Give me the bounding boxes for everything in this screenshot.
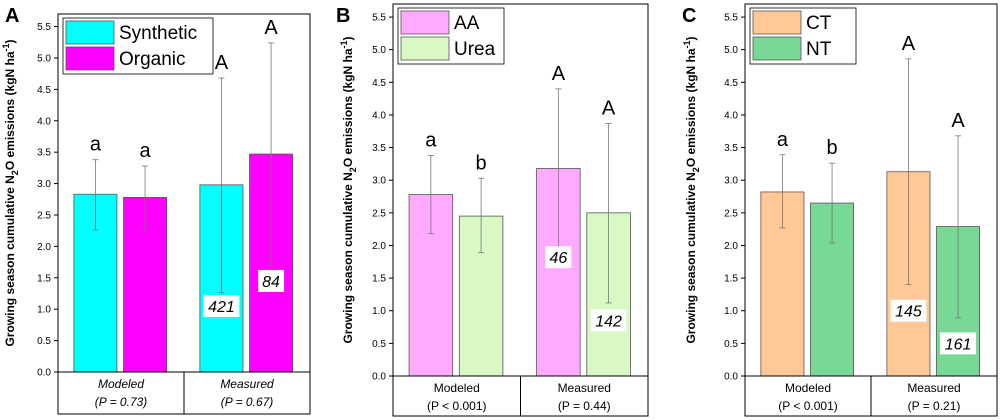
y-tick-label: 1.0	[37, 305, 51, 316]
category-label: Modeled	[98, 377, 144, 391]
y-tick-label: 2.0	[724, 241, 738, 252]
y-tick-label: 1.5	[37, 273, 51, 284]
significance-letter: A	[602, 97, 616, 119]
y-tick-label: 5.5	[372, 13, 386, 24]
sample-size-box	[590, 309, 627, 332]
y-tick-label: 4.0	[724, 110, 738, 121]
significance-letter: A	[552, 63, 566, 85]
legend-swatch	[65, 20, 115, 45]
category-p-value: (P = 0.21)	[908, 399, 961, 413]
chart-panel-b: B 0.0 0.5 1.0 1.5 2.0 2.5 3.0 3.5 4.0 4.5 5.0 5.5 Gro…	[336, 3, 649, 417]
category-label: Measured	[558, 381, 611, 395]
legend-entry: Organic	[119, 49, 186, 70]
y-tick-label: 1.5	[724, 274, 738, 285]
category-p-value: (P = 0.44)	[558, 399, 611, 413]
category-label: Measured	[220, 377, 274, 391]
significance-letter: A	[951, 110, 965, 132]
sample-size-label: 145	[895, 304, 922, 321]
category-p-value: (P = 0.73)	[95, 395, 148, 409]
sample-size-label: 161	[945, 336, 972, 353]
sample-size-box	[258, 269, 285, 292]
sample-size-box	[890, 299, 927, 322]
category-label: Measured	[907, 381, 960, 395]
y-tick-label: 5.0	[724, 45, 738, 56]
sample-size-box	[545, 246, 572, 269]
y-axis-label: Growing season cumulative N2O emissions …	[682, 36, 701, 343]
legend-entry: Synthetic	[119, 23, 197, 44]
y-tick-label: 4.0	[37, 116, 51, 127]
y-tick-label: 1.5	[372, 274, 386, 285]
y-tick-label: 4.0	[372, 110, 386, 121]
y-tick-label: 2.0	[37, 242, 51, 253]
legend-swatch	[752, 10, 802, 35]
legend-entry: AA	[454, 13, 480, 34]
y-tick-label: 0.0	[37, 368, 51, 379]
category-p-value: (P = 0.67)	[221, 395, 274, 409]
significance-letter: a	[777, 129, 789, 151]
sample-size-box	[940, 332, 977, 355]
panel-letter: B	[336, 5, 350, 27]
significance-letter: a	[90, 134, 102, 156]
y-tick-label: 3.5	[372, 143, 386, 154]
y-tick-label: 2.5	[37, 210, 51, 221]
y-tick-label: 2.0	[372, 241, 386, 252]
legend-swatch	[400, 10, 450, 35]
significance-letter: A	[264, 17, 278, 39]
legend-entry: Urea	[454, 39, 496, 60]
legend-swatch	[752, 36, 802, 61]
sample-size-label: 421	[208, 299, 235, 316]
sample-size-label: 142	[595, 314, 622, 331]
panel-letter: C	[682, 5, 696, 27]
legend-swatch	[400, 36, 450, 61]
y-tick-label: 1.0	[724, 306, 738, 317]
category-p-value: (P < 0.001)	[427, 399, 486, 413]
legend-entry: NT	[806, 39, 832, 60]
y-tick-label: 5.5	[37, 22, 51, 33]
y-tick-label: 0.5	[37, 336, 51, 347]
panel-letter: A	[5, 5, 19, 27]
y-axis-label: Growing season cumulative N2O emissions …	[1, 39, 20, 346]
y-tick-label: 5.5	[724, 13, 738, 24]
y-axis-label: Growing season cumulative N2O emissions …	[339, 36, 358, 343]
chart-panel-a: A 0.0 0.5 1.0 1.5 2.0 2.5 3.0 3.5 4.0 4.5 5.0 5.5 Gro…	[1, 5, 311, 415]
category-p-value: (P < 0.001)	[778, 399, 837, 413]
legend-swatch	[65, 46, 115, 71]
sample-size-label: 46	[549, 250, 567, 267]
significance-letter: a	[140, 140, 152, 162]
category-label: Modeled	[785, 381, 831, 395]
y-tick-label: 4.5	[37, 85, 51, 96]
significance-letter: b	[476, 152, 487, 174]
significance-letter: a	[425, 129, 437, 151]
y-tick-label: 0.0	[724, 372, 738, 383]
sample-size-box	[203, 295, 240, 318]
y-tick-label: 5.0	[37, 53, 51, 64]
legend-entry: CT	[806, 13, 832, 34]
sample-size-label: 84	[262, 274, 280, 291]
y-tick-label: 0.5	[372, 339, 386, 350]
y-tick-label: 4.5	[372, 78, 386, 89]
y-tick-label: 0.5	[724, 339, 738, 350]
y-tick-label: 3.0	[37, 179, 51, 190]
y-tick-label: 1.0	[372, 306, 386, 317]
y-tick-label: 3.5	[37, 148, 51, 159]
y-tick-label: 3.0	[724, 176, 738, 187]
y-tick-label: 2.5	[724, 208, 738, 219]
category-label: Modeled	[434, 381, 480, 395]
chart-panel-c: C 0.0 0.5 1.0 1.5 2.0 2.5 3.0 3.5 4.0 4.5 5.0 5.5 Gro…	[682, 3, 998, 417]
y-tick-label: 3.5	[724, 143, 738, 154]
y-tick-label: 2.5	[372, 208, 386, 219]
y-tick-label: 0.0	[372, 372, 386, 383]
significance-letter: A	[215, 52, 229, 74]
y-tick-label: 4.5	[724, 78, 738, 89]
significance-letter: b	[827, 137, 838, 159]
significance-letter: A	[902, 33, 916, 55]
y-tick-label: 5.0	[372, 45, 386, 56]
y-tick-label: 3.0	[372, 176, 386, 187]
